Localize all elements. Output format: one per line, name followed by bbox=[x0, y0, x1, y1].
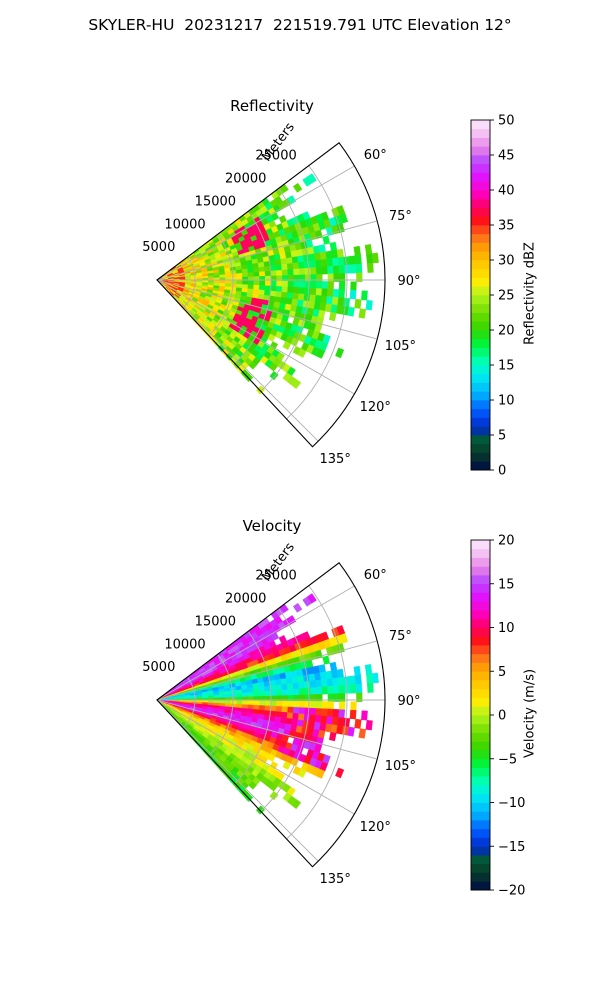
figure-title: SKYLER-HU 20231217 221519.791 UTC Elevat… bbox=[88, 16, 512, 34]
reflectivity-azimuth-tick-1: 75° bbox=[389, 209, 412, 224]
velocity-range-tick-1: 10000 bbox=[164, 637, 205, 652]
velocity-colorbar-label: Velocity (m/s) bbox=[522, 668, 538, 759]
velocity-colorbar-tick-8: 20 bbox=[498, 534, 515, 549]
reflectivity-colorbar-label: Reflectivity dBZ bbox=[522, 242, 538, 345]
velocity-azimuth-tick-4: 120° bbox=[360, 820, 391, 835]
reflectivity-azimuth-spoke-0 bbox=[156, 165, 355, 281]
velocity-colorbar-tick-0: −20 bbox=[498, 884, 525, 899]
velocity-azimuth-tick-0: 60° bbox=[364, 568, 387, 583]
reflectivity-azimuth-spoke-3 bbox=[156, 279, 378, 340]
reflectivity-range-ring-0 bbox=[182, 256, 196, 309]
velocity-title: Velocity bbox=[242, 517, 302, 535]
velocity-range-ring-4 bbox=[286, 585, 348, 840]
velocity-range-ring-2 bbox=[234, 631, 272, 784]
velocity-azimuth-tick-2: 90° bbox=[397, 694, 420, 709]
velocity-range-ring-1 bbox=[208, 653, 234, 756]
reflectivity-colorbar-tick-2: 10 bbox=[498, 394, 515, 409]
velocity-range-tick-2: 15000 bbox=[195, 614, 236, 629]
reflectivity-azimuth-tick-4: 120° bbox=[360, 400, 391, 415]
velocity-azimuth-tick-1: 75° bbox=[389, 629, 412, 644]
reflectivity-colorbar-tick-10: 50 bbox=[498, 114, 515, 129]
velocity-range-tick-3: 20000 bbox=[225, 592, 266, 607]
reflectivity-range-ring-1 bbox=[208, 233, 234, 336]
reflectivity-azimuth-tick-3: 105° bbox=[385, 339, 416, 354]
reflectivity-sector-outline bbox=[156, 142, 386, 448]
velocity-range-tick-0: 5000 bbox=[142, 660, 175, 675]
velocity-colorbar bbox=[471, 540, 490, 891]
velocity-azimuth-spoke-5 bbox=[156, 699, 319, 862]
velocity-sector-outline bbox=[156, 562, 386, 868]
velocity-range-ring-3 bbox=[260, 608, 310, 812]
reflectivity-range-ring-4 bbox=[286, 165, 348, 420]
velocity-azimuth-tick-5: 135° bbox=[320, 872, 351, 887]
velocity-azimuth-tick-3: 105° bbox=[385, 759, 416, 774]
reflectivity-colorbar-tick-7: 35 bbox=[498, 219, 515, 234]
reflectivity-azimuth-tick-5: 135° bbox=[320, 452, 351, 467]
velocity-colorbar-tick-1: −15 bbox=[498, 840, 525, 855]
reflectivity-azimuth-tick-0: 60° bbox=[364, 148, 387, 163]
reflectivity-range-ring-3 bbox=[260, 188, 310, 392]
velocity-colorbar-tick-3: −5 bbox=[498, 752, 517, 767]
velocity-colorbar-tick-4: 0 bbox=[498, 709, 506, 724]
reflectivity-colorbar-tick-1: 5 bbox=[498, 429, 506, 444]
velocity-colorbar-tick-2: −10 bbox=[498, 796, 525, 811]
reflectivity-azimuth-spoke-4 bbox=[156, 279, 355, 395]
reflectivity-azimuth-spoke-5 bbox=[156, 279, 319, 442]
velocity-colorbar-tick-7: 15 bbox=[498, 577, 515, 592]
velocity-azimuth-spoke-0 bbox=[156, 585, 355, 701]
reflectivity-colorbar bbox=[471, 120, 490, 471]
reflectivity-range-tick-0: 5000 bbox=[142, 240, 175, 255]
reflectivity-azimuth-tick-2: 90° bbox=[397, 274, 420, 289]
reflectivity-colorbar-tick-8: 40 bbox=[498, 184, 515, 199]
velocity-azimuth-spoke-4 bbox=[156, 699, 355, 815]
reflectivity-colorbar-tick-6: 30 bbox=[498, 254, 515, 269]
reflectivity-range-ring-2 bbox=[234, 211, 272, 364]
reflectivity-range-tick-3: 20000 bbox=[225, 172, 266, 187]
reflectivity-range-tick-4: 25000 bbox=[255, 149, 296, 164]
reflectivity-title: Reflectivity bbox=[230, 97, 314, 115]
reflectivity-range-tick-2: 15000 bbox=[195, 194, 236, 209]
reflectivity-colorbar-tick-3: 15 bbox=[498, 359, 515, 374]
velocity-radar-cells bbox=[156, 593, 379, 815]
velocity-range-tick-4: 25000 bbox=[255, 569, 296, 584]
reflectivity-range-tick-1: 10000 bbox=[164, 217, 205, 232]
reflectivity-azimuth-spoke-1 bbox=[156, 220, 378, 281]
velocity-colorbar-tick-6: 10 bbox=[498, 621, 515, 636]
velocity-azimuth-spoke-1 bbox=[156, 640, 378, 701]
velocity-ppi-plot: 60° 75° 90° 105° 120° 135° 5000 10000 15000 20000… bbox=[142, 534, 525, 899]
reflectivity-colorbar-tick-9: 45 bbox=[498, 149, 515, 164]
velocity-colorbar-tick-5: 5 bbox=[498, 665, 506, 680]
reflectivity-ppi-plot: 60° 75° 90° 105° 120° 135° 5000 10000 15000 20000… bbox=[142, 114, 515, 479]
velocity-range-ring-0 bbox=[182, 676, 196, 729]
reflectivity-colorbar-tick-0: 0 bbox=[498, 464, 506, 479]
reflectivity-colorbar-tick-5: 25 bbox=[498, 289, 515, 304]
reflectivity-colorbar-tick-4: 20 bbox=[498, 324, 515, 339]
velocity-azimuth-spoke-3 bbox=[156, 699, 378, 760]
reflectivity-radar-cells bbox=[156, 173, 379, 395]
